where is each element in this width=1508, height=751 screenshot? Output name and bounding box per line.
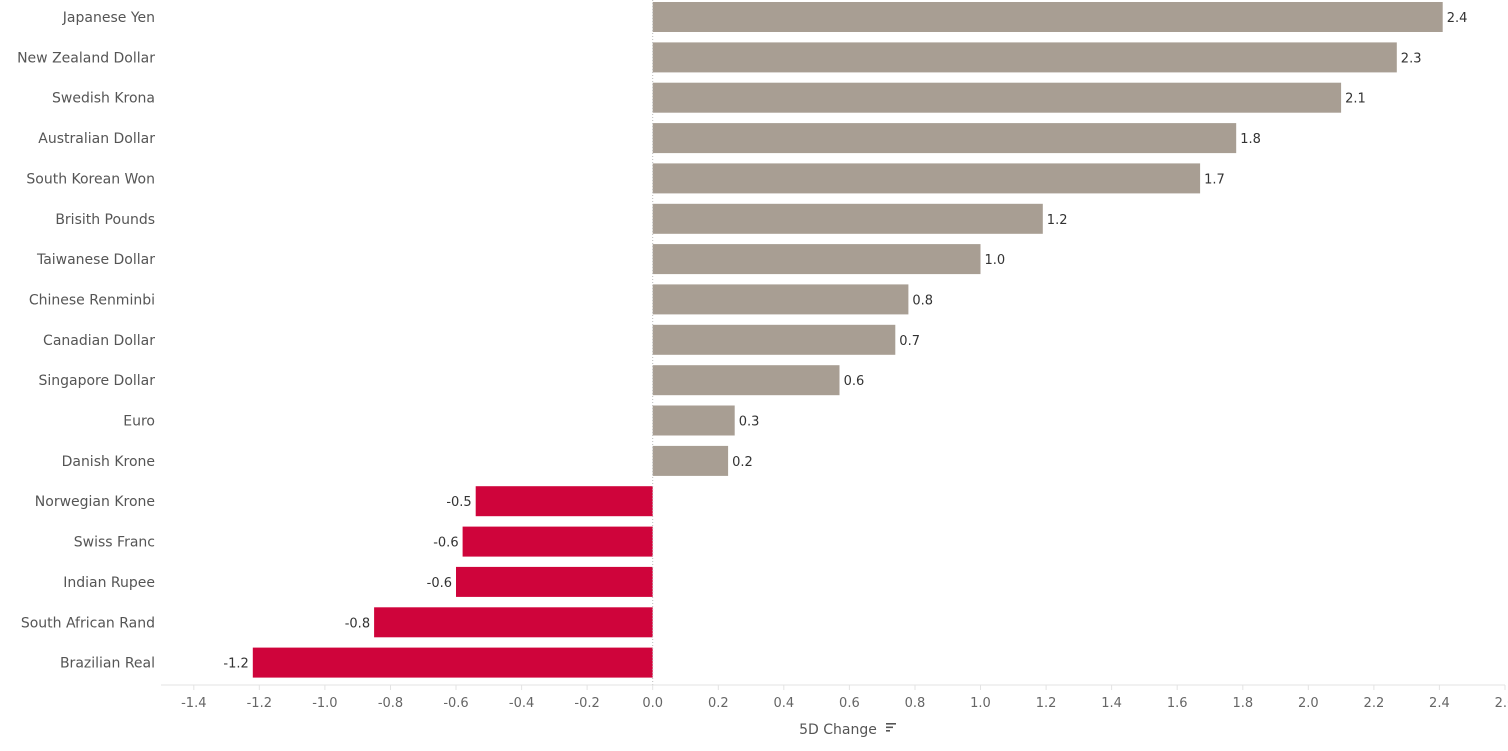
bar[interactable] (652, 82, 1342, 113)
x-tick-label: -1.2 (247, 696, 272, 711)
category-label: Danish Krone (62, 454, 155, 470)
x-tick-label: -0.4 (509, 696, 534, 711)
category-label: Swedish Krona (52, 91, 155, 107)
x-tick-label: -0.6 (443, 696, 468, 711)
bar[interactable] (652, 2, 1443, 32)
data-label: 1.2 (1047, 213, 1068, 228)
category-label: Brazilian Real (60, 656, 155, 672)
x-tick-label: 2.4 (1429, 696, 1450, 711)
data-label: 1.8 (1240, 132, 1261, 147)
x-tick-label: 1.6 (1167, 696, 1188, 711)
x-tick-label: -0.2 (574, 696, 599, 711)
data-label: -0.6 (433, 536, 458, 551)
x-tick-label: 1.2 (1036, 696, 1057, 711)
category-label: Singapore Dollar (38, 373, 155, 389)
x-tick-label: 0.8 (905, 696, 926, 711)
data-label: -0.8 (345, 616, 370, 631)
bar[interactable] (652, 324, 896, 355)
data-label: 2.4 (1447, 11, 1468, 26)
bar[interactable] (652, 365, 840, 396)
category-label: Euro (123, 414, 155, 430)
x-tick-label: 2.0 (1298, 696, 1319, 711)
data-label: 0.2 (732, 455, 753, 470)
category-label: Japanese Yen (62, 10, 155, 26)
category-label: South African Rand (21, 615, 155, 631)
category-label: Canadian Dollar (43, 333, 155, 349)
data-label: 1.7 (1204, 172, 1225, 187)
data-label: -1.2 (223, 657, 248, 672)
data-label: 2.3 (1401, 51, 1422, 66)
bar[interactable] (462, 526, 653, 557)
data-label: -0.6 (427, 576, 452, 591)
bar[interactable] (652, 284, 909, 315)
bar[interactable] (652, 244, 981, 275)
data-label: -0.5 (446, 495, 471, 510)
x-tick-label: -0.8 (378, 696, 403, 711)
category-label: Chinese Renminbi (29, 292, 155, 308)
data-label: 1.0 (985, 253, 1006, 268)
x-tick-label: -1.0 (312, 696, 337, 711)
data-label: 0.8 (912, 293, 933, 308)
bar[interactable] (652, 42, 1397, 73)
x-tick-label: 1.8 (1232, 696, 1253, 711)
category-label: Taiwanese Dollar (36, 252, 155, 268)
x-tick-label: 2.6 (1495, 696, 1508, 711)
bar[interactable] (652, 405, 735, 436)
x-tick-label: 1.4 (1101, 696, 1122, 711)
x-tick-label: 0.2 (708, 696, 729, 711)
labels-layer: Japanese Yen 2.4 New Zealand Dollar 2.3 Swed… (17, 10, 1467, 672)
bar[interactable] (252, 647, 653, 678)
category-label: New Zealand Dollar (17, 50, 155, 66)
x-tick-label: 1.0 (970, 696, 991, 711)
bar[interactable] (652, 445, 729, 476)
bars-layer (252, 0, 1443, 685)
category-label: Norwegian Krone (35, 494, 155, 510)
x-tick-label: 2.2 (1364, 696, 1385, 711)
category-label: Swiss Franc (74, 535, 155, 551)
x-tick-label: 0.4 (773, 696, 794, 711)
bar[interactable] (456, 566, 653, 597)
data-label: 2.1 (1345, 92, 1366, 107)
bar[interactable] (652, 163, 1201, 194)
data-label: 0.7 (899, 334, 920, 349)
data-label: 0.6 (844, 374, 865, 389)
x-tick-label: 0.6 (839, 696, 860, 711)
sort-descending-icon[interactable] (886, 723, 896, 732)
category-label: South Korean Won (26, 171, 155, 187)
x-axis: -1.4 -1.2 -1.0 -0.8 -0.6 -0.4 -0.2 0.0 0.2 0.4 0.6… (161, 684, 1508, 711)
category-label: Brisith Pounds (55, 212, 155, 228)
bar[interactable] (374, 607, 653, 638)
x-axis-title: 5D Change (799, 722, 877, 738)
x-tick-label: -1.4 (181, 696, 206, 711)
data-label: 0.3 (739, 415, 760, 430)
bar[interactable] (652, 123, 1237, 154)
x-tick-label: 0.0 (642, 696, 663, 711)
category-label: Australian Dollar (38, 131, 155, 147)
bar[interactable] (652, 203, 1043, 234)
bar[interactable] (475, 486, 653, 517)
category-label: Indian Rupee (63, 575, 155, 591)
